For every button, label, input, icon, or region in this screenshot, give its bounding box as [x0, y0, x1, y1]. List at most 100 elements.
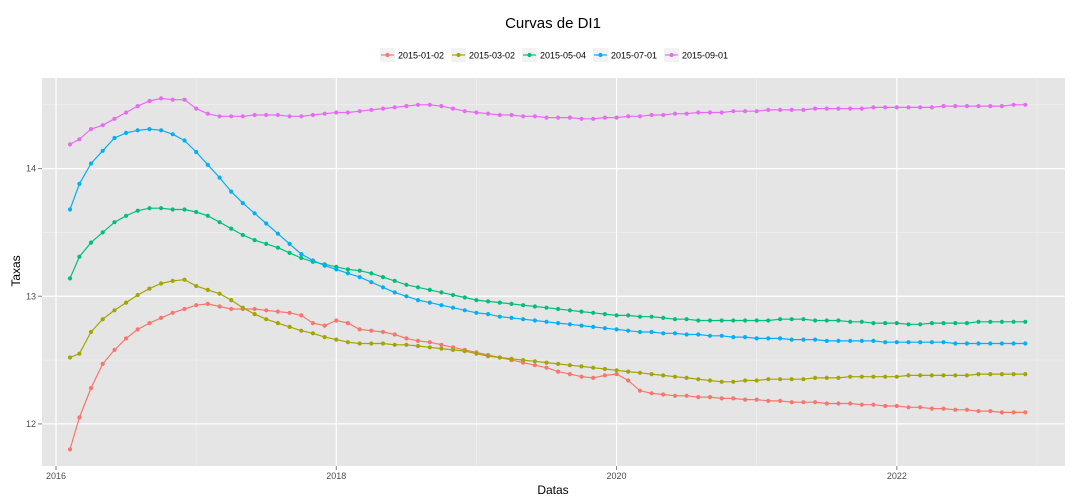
- data-point: [836, 318, 841, 323]
- data-point: [999, 319, 1005, 324]
- data-point: [439, 346, 444, 351]
- legend-item: 2015-01-02: [380, 48, 444, 62]
- data-point: [602, 326, 608, 331]
- data-point: [415, 338, 421, 343]
- data-point: [357, 268, 362, 273]
- data-point: [497, 300, 502, 305]
- data-point: [427, 287, 432, 292]
- data-point: [953, 373, 958, 378]
- data-point: [415, 102, 421, 107]
- series-layer: [67, 96, 1028, 452]
- data-point: [182, 97, 187, 102]
- data-point: [450, 305, 456, 310]
- data-point: [801, 317, 806, 322]
- data-point: [521, 358, 526, 363]
- data-point: [813, 337, 818, 342]
- data-point: [661, 392, 666, 397]
- data-point: [591, 324, 596, 329]
- data-point: [871, 321, 876, 326]
- data-point: [462, 109, 467, 114]
- data-point: [707, 318, 713, 323]
- data-point: [544, 360, 549, 365]
- data-point: [182, 138, 187, 143]
- data-point: [696, 318, 701, 323]
- data-point: [988, 341, 993, 346]
- data-point: [264, 112, 269, 118]
- data-point: [462, 349, 467, 354]
- data-point: [719, 379, 724, 384]
- data-point: [450, 106, 456, 111]
- data-point: [135, 104, 140, 109]
- y-tick-label: 12: [26, 419, 36, 429]
- data-point: [275, 112, 280, 118]
- data-point: [918, 405, 923, 410]
- data-point: [941, 406, 946, 411]
- data-point: [67, 207, 73, 212]
- data-point: [217, 114, 222, 119]
- data-point: [357, 275, 362, 280]
- data-point: [1011, 319, 1016, 324]
- data-point: [988, 409, 993, 414]
- y-axis-label: Taxas: [9, 255, 23, 286]
- data-point: [532, 318, 538, 323]
- data-point: [579, 364, 584, 369]
- data-point: [883, 374, 888, 379]
- legend-label: 2015-05-04: [540, 51, 586, 61]
- data-point: [661, 315, 666, 320]
- data-point: [1023, 410, 1028, 415]
- legend-label: 2015-01-02: [398, 51, 444, 61]
- data-point: [906, 322, 911, 327]
- data-point: [988, 372, 993, 377]
- data-point: [1011, 372, 1016, 377]
- data-point: [497, 314, 502, 319]
- data-point: [836, 106, 841, 111]
- data-point: [369, 280, 374, 285]
- data-point: [182, 207, 187, 212]
- data-point: [696, 110, 701, 115]
- data-point: [964, 407, 970, 412]
- data-point: [661, 373, 666, 378]
- data-point: [976, 319, 981, 324]
- data-point: [287, 241, 292, 246]
- data-point: [766, 107, 771, 112]
- data-point: [661, 112, 666, 118]
- data-point: [789, 377, 794, 382]
- data-point: [813, 375, 818, 380]
- data-point: [602, 366, 608, 372]
- data-point: [252, 312, 257, 317]
- y-tick-label: 14: [26, 164, 36, 174]
- data-point: [88, 329, 94, 335]
- legend-key-marker: [527, 52, 532, 58]
- data-point: [556, 306, 561, 312]
- data-point: [77, 137, 82, 142]
- data-point: [859, 106, 864, 111]
- data-point: [135, 292, 140, 298]
- data-point: [684, 317, 689, 322]
- data-point: [77, 181, 82, 186]
- data-point: [439, 104, 444, 109]
- data-point: [345, 340, 350, 345]
- data-point: [544, 319, 549, 324]
- data-point: [486, 354, 491, 359]
- data-point: [380, 329, 386, 335]
- data-point: [637, 329, 643, 335]
- data-point: [813, 318, 818, 323]
- series-2015-07-01: [67, 127, 1028, 346]
- data-point: [754, 109, 759, 114]
- data-point: [672, 111, 678, 116]
- data-point: [696, 332, 701, 337]
- data-point: [976, 409, 981, 414]
- data-point: [649, 112, 654, 118]
- data-point: [743, 109, 748, 114]
- x-tick-label: 2016: [46, 471, 66, 481]
- data-point: [567, 322, 573, 327]
- data-point: [766, 318, 771, 323]
- series-2015-09-01: [67, 96, 1028, 147]
- data-point: [883, 105, 888, 110]
- grid-minor: [42, 78, 1065, 466]
- data-point: [275, 309, 280, 314]
- data-point: [357, 109, 362, 114]
- data-point: [813, 106, 818, 111]
- data-point: [521, 114, 526, 119]
- data-point: [836, 375, 841, 380]
